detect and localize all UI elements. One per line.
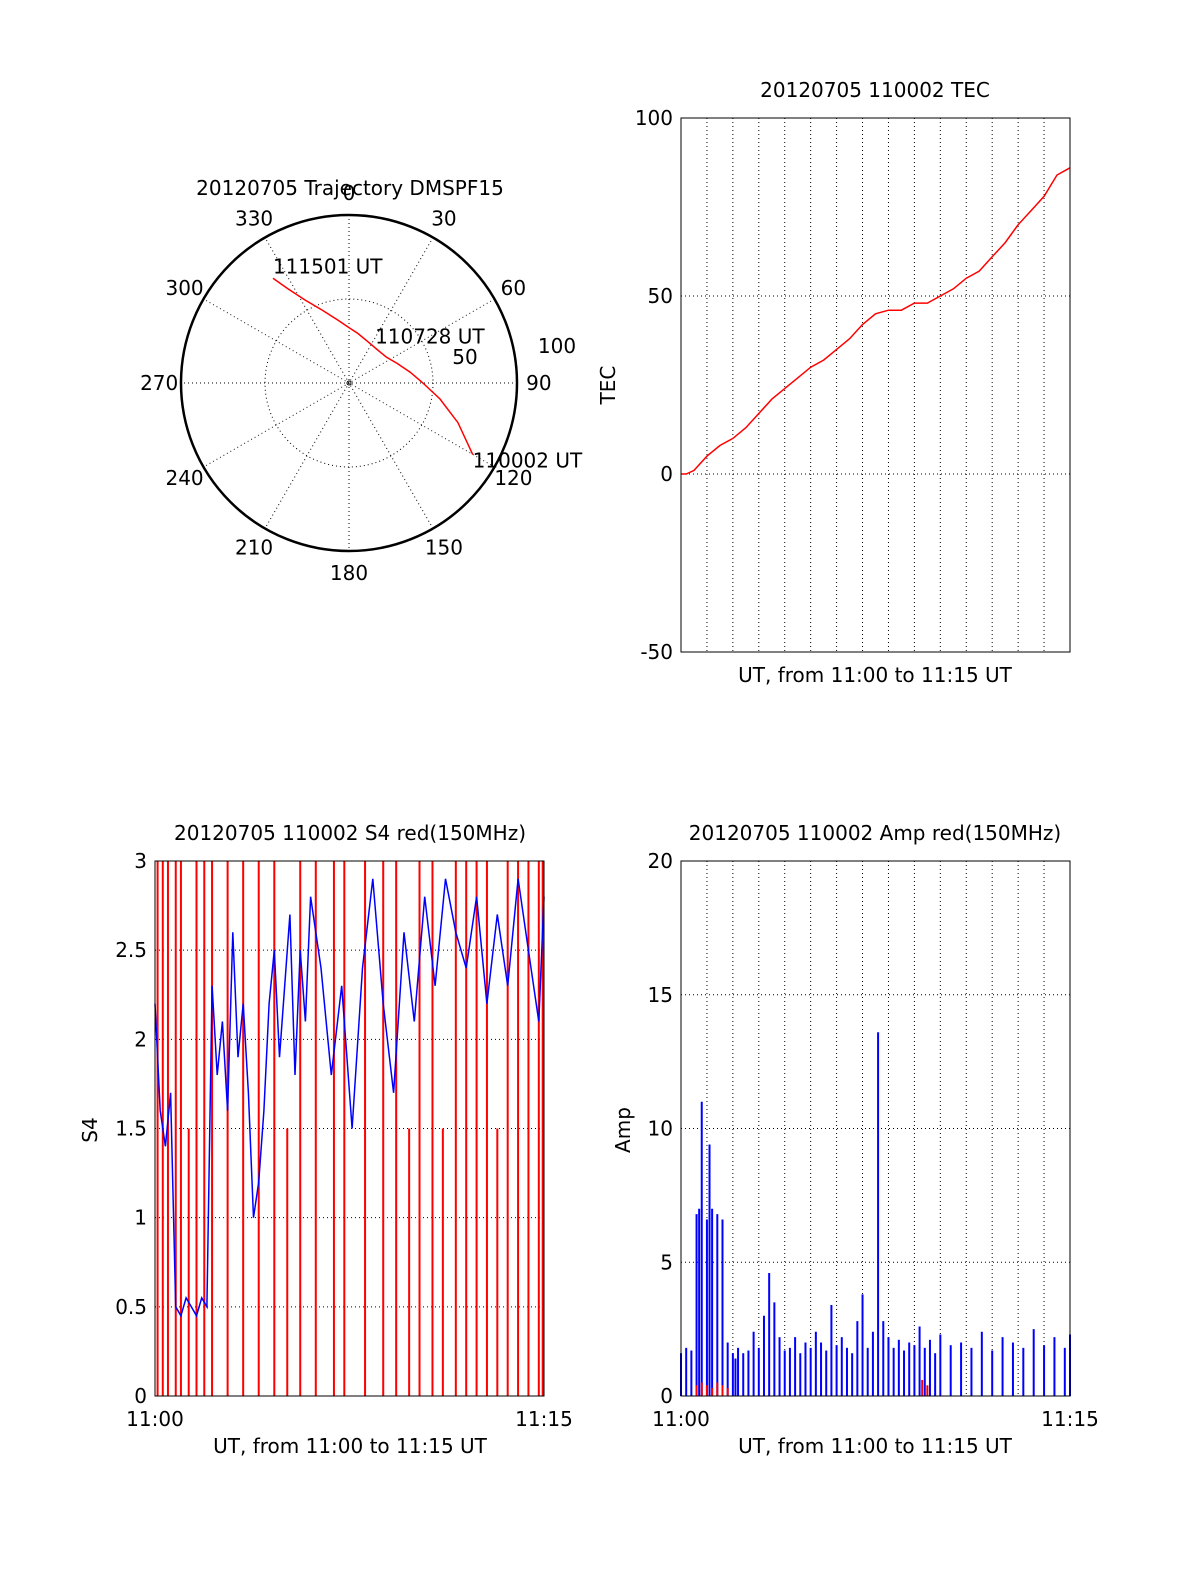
s4-ytick-label: 1	[134, 1206, 147, 1230]
trajectory-time-label: 111501 UT	[273, 254, 383, 278]
s4-ytick-label: 1.5	[115, 1117, 147, 1141]
trajectory-title: 20120705 Trajectory DMSPF15	[196, 176, 504, 200]
amp-ytick-label: 20	[648, 849, 673, 873]
trajectory-time-label: 110002 UT	[473, 448, 583, 472]
amp-title: 20120705 110002 Amp red(150MHz)	[689, 821, 1061, 845]
amp-plot-frame	[680, 860, 1071, 1397]
tec-ylabel: TEC	[596, 366, 620, 406]
s4-ytick-label: 0	[134, 1384, 147, 1408]
trajectory-angle-label: 270	[140, 371, 178, 395]
tec-series-1-line	[681, 167, 1071, 475]
s4-panel: 20120705 110002 S4 red(150MHz) UT, from …	[78, 821, 573, 1458]
tec-ytick-label: 100	[635, 106, 673, 130]
trajectory-ring-outer	[179, 213, 519, 553]
tec-ytick-label: -50	[640, 640, 673, 664]
amp-xlabel: UT, from 11:00 to 11:15 UT	[738, 1434, 1013, 1458]
trajectory-angle-label: 0	[343, 181, 356, 205]
trajectory-angle-label: 210	[235, 535, 273, 559]
tec-ytick-label: 0	[660, 462, 673, 486]
amp-ytick-label: 5	[660, 1250, 673, 1274]
s4-plot: 0 0.5 1 1.5 2 2.5 3 11:00 11:15	[115, 849, 573, 1431]
s4-ylabel: S4	[78, 1117, 102, 1142]
tec-title: 20120705 110002 TEC	[760, 78, 990, 102]
tec-xlabel: UT, from 11:00 to 11:15 UT	[738, 663, 1013, 687]
trajectory-angle-label: 180	[330, 561, 368, 585]
s4-ytick-label: 2	[134, 1027, 147, 1051]
s4-series-2-line	[154, 878, 545, 1318]
s4-ytick-label: 3	[134, 849, 147, 873]
s4-plot-frame	[154, 860, 545, 1397]
s4-ytick-label: 2.5	[115, 938, 147, 962]
amp-ytick-label: 0	[660, 1384, 673, 1408]
amp-panel: 20120705 110002 Amp red(150MHz) UT, from…	[611, 821, 1099, 1458]
s4-xtick-label: 11:00	[126, 1407, 184, 1431]
trajectory-panel: 20120705 Trajectory DMSPF15 0 30 60 90 120 15…	[140, 176, 583, 585]
trajectory-radial-label: 100	[538, 334, 576, 358]
trajectory-angle-label: 120	[494, 466, 532, 490]
amp-xtick-label: 11:00	[652, 1407, 710, 1431]
trajectory-center	[346, 380, 352, 386]
trajectory-angle-label: 240	[165, 466, 203, 490]
amp-plot: 0 5 10 15 20 11:00 11:15	[648, 849, 1099, 1431]
s4-ytick-label: 0.5	[115, 1295, 147, 1319]
trajectory-angle-label: 90	[526, 371, 551, 395]
s4-xtick-label: 11:15	[515, 1407, 573, 1431]
trajectory-radial-label: 50	[452, 345, 477, 369]
amp-ylabel: Amp	[611, 1107, 635, 1153]
s4-xlabel: UT, from 11:00 to 11:15 UT	[213, 1434, 488, 1458]
tec-panel: 20120705 110002 TEC UT, from 11:00 to 11…	[596, 78, 1071, 687]
trajectory-angle-label: 30	[431, 207, 456, 231]
trajectory-spoke	[264, 237, 434, 529]
tec-plot-frame	[680, 117, 1071, 653]
trajectory-angle-label: 60	[501, 276, 526, 300]
amp-ytick-label: 10	[648, 1117, 673, 1141]
trajectory-plot: 0 30 60 90 120 150 180 210 240 270 300 330 50 100 1100…	[140, 181, 583, 585]
tec-ytick-label: 50	[648, 284, 673, 308]
trajectory-ring-50	[264, 298, 434, 468]
tec-plot: -50 0 50 100	[635, 106, 1071, 664]
trajectory-angle-label: 150	[425, 535, 463, 559]
trajectory-angle-label: 330	[235, 207, 273, 231]
amp-ytick-label: 15	[648, 983, 673, 1007]
trajectory-angle-label: 300	[165, 276, 203, 300]
s4-title: 20120705 110002 S4 red(150MHz)	[174, 821, 526, 845]
amp-xtick-label: 11:15	[1041, 1407, 1099, 1431]
trajectory-track	[272, 277, 474, 455]
trajectory-time-label: 110728 UT	[375, 325, 485, 349]
